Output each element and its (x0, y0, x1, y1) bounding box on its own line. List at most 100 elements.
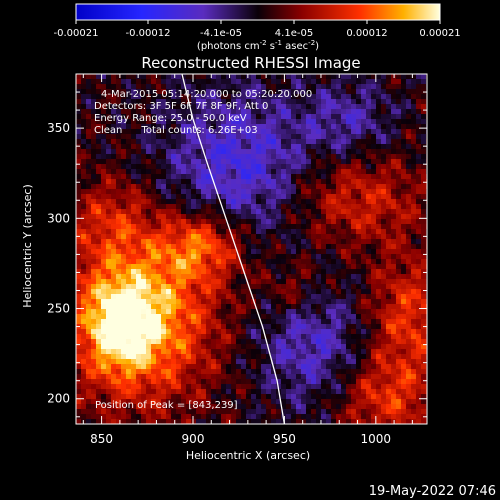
heatmap-cell (301, 359, 307, 365)
heatmap-cell (176, 99, 182, 105)
heatmap-cell (131, 179, 137, 185)
heatmap-cell (331, 274, 337, 280)
heatmap-cell (116, 314, 122, 320)
heatmap-cell (371, 79, 377, 85)
heatmap-cell (101, 194, 107, 200)
heatmap-cell (241, 239, 247, 245)
heatmap-cell (176, 89, 182, 95)
heatmap-cell (421, 299, 427, 305)
heatmap-cell (396, 399, 402, 405)
heatmap-cell (256, 219, 262, 225)
heatmap-cell (331, 324, 337, 330)
heatmap-cell (191, 284, 197, 290)
heatmap-cell (286, 234, 292, 240)
heatmap-cell (211, 169, 217, 175)
heatmap-cell (111, 269, 117, 275)
heatmap-cell (91, 369, 97, 375)
heatmap-cell (176, 389, 182, 395)
heatmap-cell (261, 414, 267, 420)
heatmap-cell (281, 89, 287, 95)
heatmap-cell (156, 239, 162, 245)
heatmap-cell (271, 289, 277, 295)
heatmap-cell (356, 399, 362, 405)
heatmap-cell (286, 124, 292, 130)
heatmap-cell (396, 114, 402, 120)
heatmap-cell (206, 129, 212, 135)
heatmap-cell (241, 324, 247, 330)
heatmap-cell (291, 294, 297, 300)
heatmap-cell (271, 279, 277, 285)
heatmap-cell (131, 224, 137, 230)
heatmap-cell (326, 194, 332, 200)
heatmap-cell (351, 114, 357, 120)
heatmap-cell (96, 204, 102, 210)
heatmap-cell (306, 259, 312, 265)
heatmap-cell (111, 349, 117, 355)
heatmap-cell (321, 234, 327, 240)
heatmap-cell (181, 329, 187, 335)
heatmap-cell (216, 254, 222, 260)
heatmap-cell (356, 259, 362, 265)
heatmap-cell (246, 189, 252, 195)
heatmap-cell (341, 284, 347, 290)
heatmap-cell (316, 149, 322, 155)
heatmap-cell (316, 129, 322, 135)
heatmap-cell (161, 364, 167, 370)
heatmap-cell (161, 99, 167, 105)
heatmap-cell (266, 109, 272, 115)
heatmap-cell (276, 409, 282, 415)
heatmap-cell (306, 219, 312, 225)
heatmap-cell (261, 259, 267, 265)
heatmap-cell (421, 184, 427, 190)
heatmap-cell (111, 384, 117, 390)
heatmap-cell (341, 199, 347, 205)
heatmap-cell (361, 244, 367, 250)
heatmap-cell (186, 324, 192, 330)
heatmap-cell (326, 314, 332, 320)
heatmap-cell (186, 94, 192, 100)
heatmap-cell (241, 139, 247, 145)
heatmap-cell (151, 99, 157, 105)
heatmap-cell (341, 144, 347, 150)
heatmap-cell (301, 399, 307, 405)
heatmap-cell (241, 234, 247, 240)
heatmap-cell (116, 239, 122, 245)
heatmap-cell (416, 419, 422, 424)
heatmap-cell (336, 129, 342, 135)
heatmap-cell (371, 224, 377, 230)
heatmap-cell (331, 114, 337, 120)
heatmap-cell (371, 94, 377, 100)
heatmap-cell (166, 404, 172, 410)
heatmap-cell (296, 289, 302, 295)
heatmap-cell (121, 319, 127, 325)
heatmap-cell (376, 224, 382, 230)
heatmap-cell (241, 79, 247, 85)
heatmap-cell (416, 254, 422, 260)
heatmap-cell (251, 399, 257, 405)
heatmap-cell (286, 354, 292, 360)
heatmap-cell (191, 239, 197, 245)
heatmap-cell (311, 394, 317, 400)
heatmap-cell (236, 264, 242, 270)
heatmap-cell (191, 264, 197, 270)
heatmap-cell (231, 304, 237, 310)
heatmap-cell (251, 194, 257, 200)
heatmap-cell (311, 334, 317, 340)
heatmap-cell (346, 329, 352, 335)
heatmap-cell (216, 74, 222, 80)
heatmap-cell (156, 219, 162, 225)
heatmap-cell (231, 264, 237, 270)
heatmap-cell (326, 339, 332, 345)
heatmap-cell (311, 254, 317, 260)
heatmap-cell (326, 269, 332, 275)
heatmap-cell (301, 79, 307, 85)
heatmap-cell (316, 104, 322, 110)
heatmap-cell (156, 149, 162, 155)
heatmap-cell (196, 324, 202, 330)
info-clean-counts: Clean Total counts: 6.26E+03 (94, 125, 258, 136)
heatmap-cell (221, 94, 227, 100)
heatmap-cell (81, 279, 87, 285)
heatmap-cell (336, 284, 342, 290)
heatmap-cell (141, 264, 147, 270)
heatmap-cell (331, 269, 337, 275)
